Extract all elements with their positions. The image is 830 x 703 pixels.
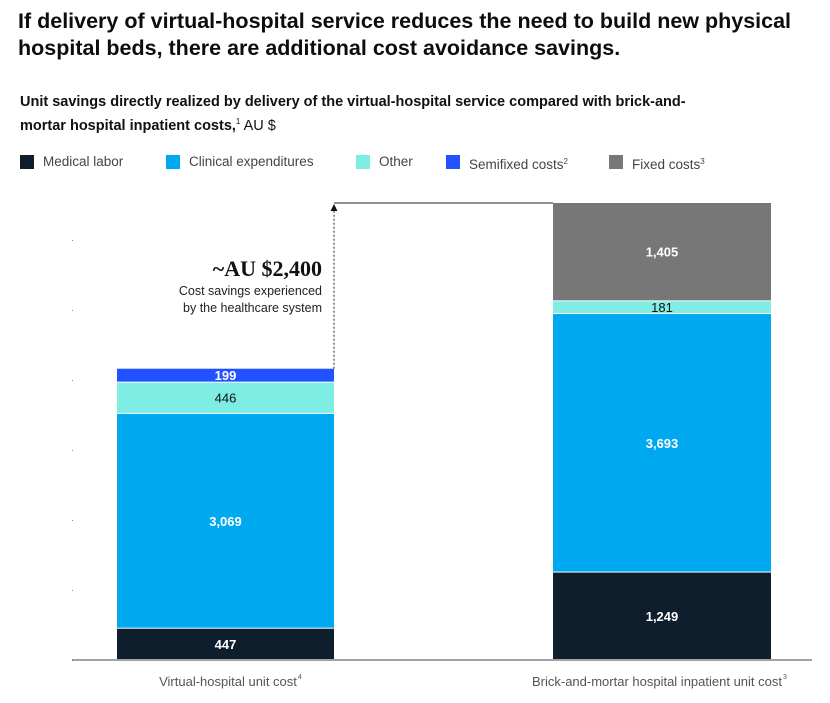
chart-headline: If delivery of virtual-hospital service …	[18, 9, 792, 60]
bar-segment-semifixed-costs-1	[117, 368, 334, 382]
value-label-fixed-costs-2: 1,405	[646, 245, 679, 260]
legend-footnote: 3	[700, 157, 705, 166]
subtitle-text: Unit savings directly realized by delive…	[20, 94, 686, 134]
axis-tick-mark	[72, 590, 73, 591]
legend-label: Other	[379, 154, 413, 169]
legend-swatch	[166, 155, 180, 169]
subtitle-unit: AU $	[240, 118, 276, 134]
axis-tick-mark	[72, 310, 73, 311]
value-label-semifixed-costs-1: 199	[215, 368, 237, 383]
bar-segment-medical-labor-1	[117, 628, 334, 659]
legend-label: Semifixed costs2	[469, 157, 568, 172]
legend-label: Fixed costs3	[632, 157, 705, 172]
annotation-savings-amount: ~AU $2,400	[213, 256, 322, 281]
axis-tick-mark	[72, 240, 73, 241]
value-label-medical-labor-1: 447	[215, 637, 237, 652]
bar-segment-medical-labor-2	[553, 572, 771, 659]
axis-tick-mark	[72, 450, 73, 451]
axis-tick-mark	[72, 380, 73, 381]
axis-tick-mark	[72, 520, 73, 521]
bar-segment-fixed-costs-2	[553, 203, 771, 301]
legend-swatch	[20, 155, 34, 169]
annotation-savings-line2: by the healthcare system	[183, 301, 322, 315]
bar-segment-other-2	[553, 301, 771, 314]
legend-swatch	[609, 155, 623, 169]
legend-footnote: 2	[563, 157, 568, 166]
x-tick-footnote-2: 3	[783, 674, 787, 681]
bar-segment-other-1	[117, 382, 334, 413]
annotation-savings-line1: Cost savings experienced	[179, 284, 322, 298]
legend-label: Medical labor	[43, 154, 124, 169]
legend-label: Clinical expenditures	[189, 154, 314, 169]
x-tick-label-1: Virtual-hospital unit cost	[159, 674, 297, 689]
bar-segment-clinical-expenditures-2	[553, 314, 771, 572]
bar-segment-clinical-expenditures-1	[117, 413, 334, 628]
value-label-medical-labor-2: 1,249	[646, 609, 679, 624]
legend-swatch	[446, 155, 460, 169]
chart-subtitle: Unit savings directly realized by delive…	[20, 93, 720, 136]
x-tick-label-2: Brick-and-mortar hospital inpatient unit…	[532, 674, 782, 689]
value-label-clinical-expenditures-2: 3,693	[646, 436, 679, 451]
subtitle-footnote: 1	[235, 117, 241, 126]
legend-swatch	[356, 155, 370, 169]
savings-arrow-head	[330, 204, 338, 211]
value-label-other-2: 181	[651, 300, 673, 315]
value-label-other-1: 446	[215, 391, 237, 406]
x-tick-footnote-1: 4	[298, 674, 302, 681]
value-label-clinical-expenditures-1: 3,069	[209, 514, 242, 529]
